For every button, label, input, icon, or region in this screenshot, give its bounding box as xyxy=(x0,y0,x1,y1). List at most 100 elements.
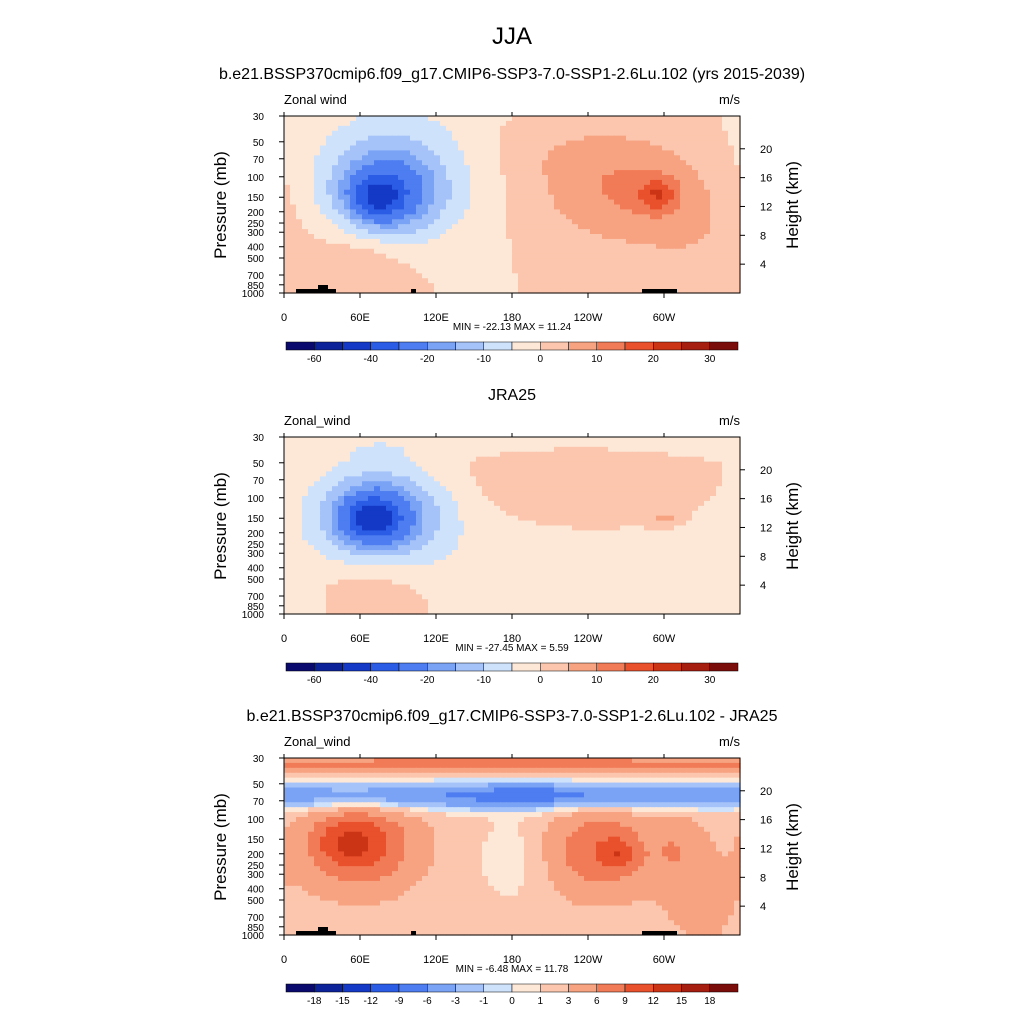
contour-cell xyxy=(488,258,495,265)
contour-cell xyxy=(302,165,309,171)
contour-cell xyxy=(422,437,429,443)
contour-cell xyxy=(356,120,363,127)
contour-cell xyxy=(446,135,453,142)
contour-cell xyxy=(734,120,741,127)
contour-cell xyxy=(662,500,669,507)
contour-cell xyxy=(650,135,657,142)
contour-cell xyxy=(734,150,741,156)
contour-cell xyxy=(332,555,339,561)
contour-cell xyxy=(452,268,459,274)
contour-cell xyxy=(464,184,471,191)
contour-cell xyxy=(476,224,483,230)
contour-cell xyxy=(650,510,657,517)
contour-cell xyxy=(428,125,435,132)
contour-cell xyxy=(314,155,321,161)
contour-cell xyxy=(464,505,471,512)
contour-cell xyxy=(362,500,369,507)
contour-cell xyxy=(698,204,705,211)
contour-cell xyxy=(458,520,465,527)
contour-cell xyxy=(356,263,363,270)
contour-cell xyxy=(668,456,675,463)
contour-cell xyxy=(698,120,705,127)
contour-cell xyxy=(602,258,609,265)
contour-cell xyxy=(464,209,471,215)
contour-cell xyxy=(572,160,579,166)
contour-cell xyxy=(662,515,669,522)
contour-cell xyxy=(608,214,615,220)
contour-cell xyxy=(410,491,417,497)
contour-cell xyxy=(722,145,729,152)
contour-cell xyxy=(524,555,531,561)
contour-cell xyxy=(398,150,405,156)
contour-cell xyxy=(392,170,399,176)
contour-cell xyxy=(446,238,453,245)
contour-cell xyxy=(290,278,297,284)
contour-cell xyxy=(704,446,711,453)
contour-cell xyxy=(662,476,669,482)
contour-cell xyxy=(416,116,423,122)
contour-cell xyxy=(548,165,555,171)
contour-cell xyxy=(398,184,405,191)
contour-cell xyxy=(596,559,603,566)
contour-cell xyxy=(680,194,687,201)
contour-cell xyxy=(620,446,627,453)
contour-cell xyxy=(656,466,663,473)
colorbar-box xyxy=(285,341,315,351)
contour-cell xyxy=(464,170,471,176)
contour-cell xyxy=(482,545,489,551)
contour-cell xyxy=(710,476,717,482)
contour-cell xyxy=(626,234,633,240)
contour-cell xyxy=(386,278,393,284)
contour-cell xyxy=(644,515,651,522)
contour-cell xyxy=(632,456,639,463)
contour-cell xyxy=(392,500,399,507)
contour-cell xyxy=(380,441,387,448)
contour-cell xyxy=(728,229,735,235)
contour-cell xyxy=(422,145,429,152)
contour-cell xyxy=(296,204,303,211)
contour-cell xyxy=(734,234,741,240)
contour-cell xyxy=(308,130,315,137)
contour-cell xyxy=(608,120,615,127)
contour-cell xyxy=(674,481,681,487)
contour-cell xyxy=(476,268,483,274)
contour-cell xyxy=(350,564,357,571)
contour-cell xyxy=(728,189,735,196)
contour-cell xyxy=(650,569,657,576)
contour-cell xyxy=(326,520,333,527)
contour-cell xyxy=(698,555,705,561)
contour-cell xyxy=(368,481,375,487)
contour-cell xyxy=(584,229,591,235)
contour-cell xyxy=(326,184,333,191)
contour-cell xyxy=(680,253,687,260)
contour-cell xyxy=(632,204,639,211)
contour-cell xyxy=(374,456,381,463)
contour-cell xyxy=(566,263,573,270)
contour-cell xyxy=(620,559,627,566)
contour-cell xyxy=(644,441,651,448)
contour-cell xyxy=(422,564,429,571)
contour-cell xyxy=(548,234,555,240)
contour-cell xyxy=(632,184,639,191)
contour-cell xyxy=(524,486,531,492)
contour-cell xyxy=(644,486,651,492)
contour-cell xyxy=(686,476,693,482)
contour-cell xyxy=(446,476,453,482)
contour-cell xyxy=(284,214,291,220)
contour-cell xyxy=(356,194,363,201)
contour-cell xyxy=(392,130,399,137)
contour-cell xyxy=(386,466,393,473)
contour-cell xyxy=(656,273,663,279)
contour-cell xyxy=(536,564,543,571)
contour-cell xyxy=(608,234,615,240)
contour-cell xyxy=(638,253,645,260)
contour-cell xyxy=(434,564,441,571)
contour-cell xyxy=(656,214,663,220)
contour-cell xyxy=(290,446,297,453)
contour-cell xyxy=(500,125,507,132)
colorbar-label: 10 xyxy=(591,354,603,365)
contour-cell xyxy=(290,530,297,536)
colorbar-box xyxy=(342,341,371,351)
contour-cell xyxy=(470,199,477,206)
contour-cell xyxy=(626,155,633,161)
